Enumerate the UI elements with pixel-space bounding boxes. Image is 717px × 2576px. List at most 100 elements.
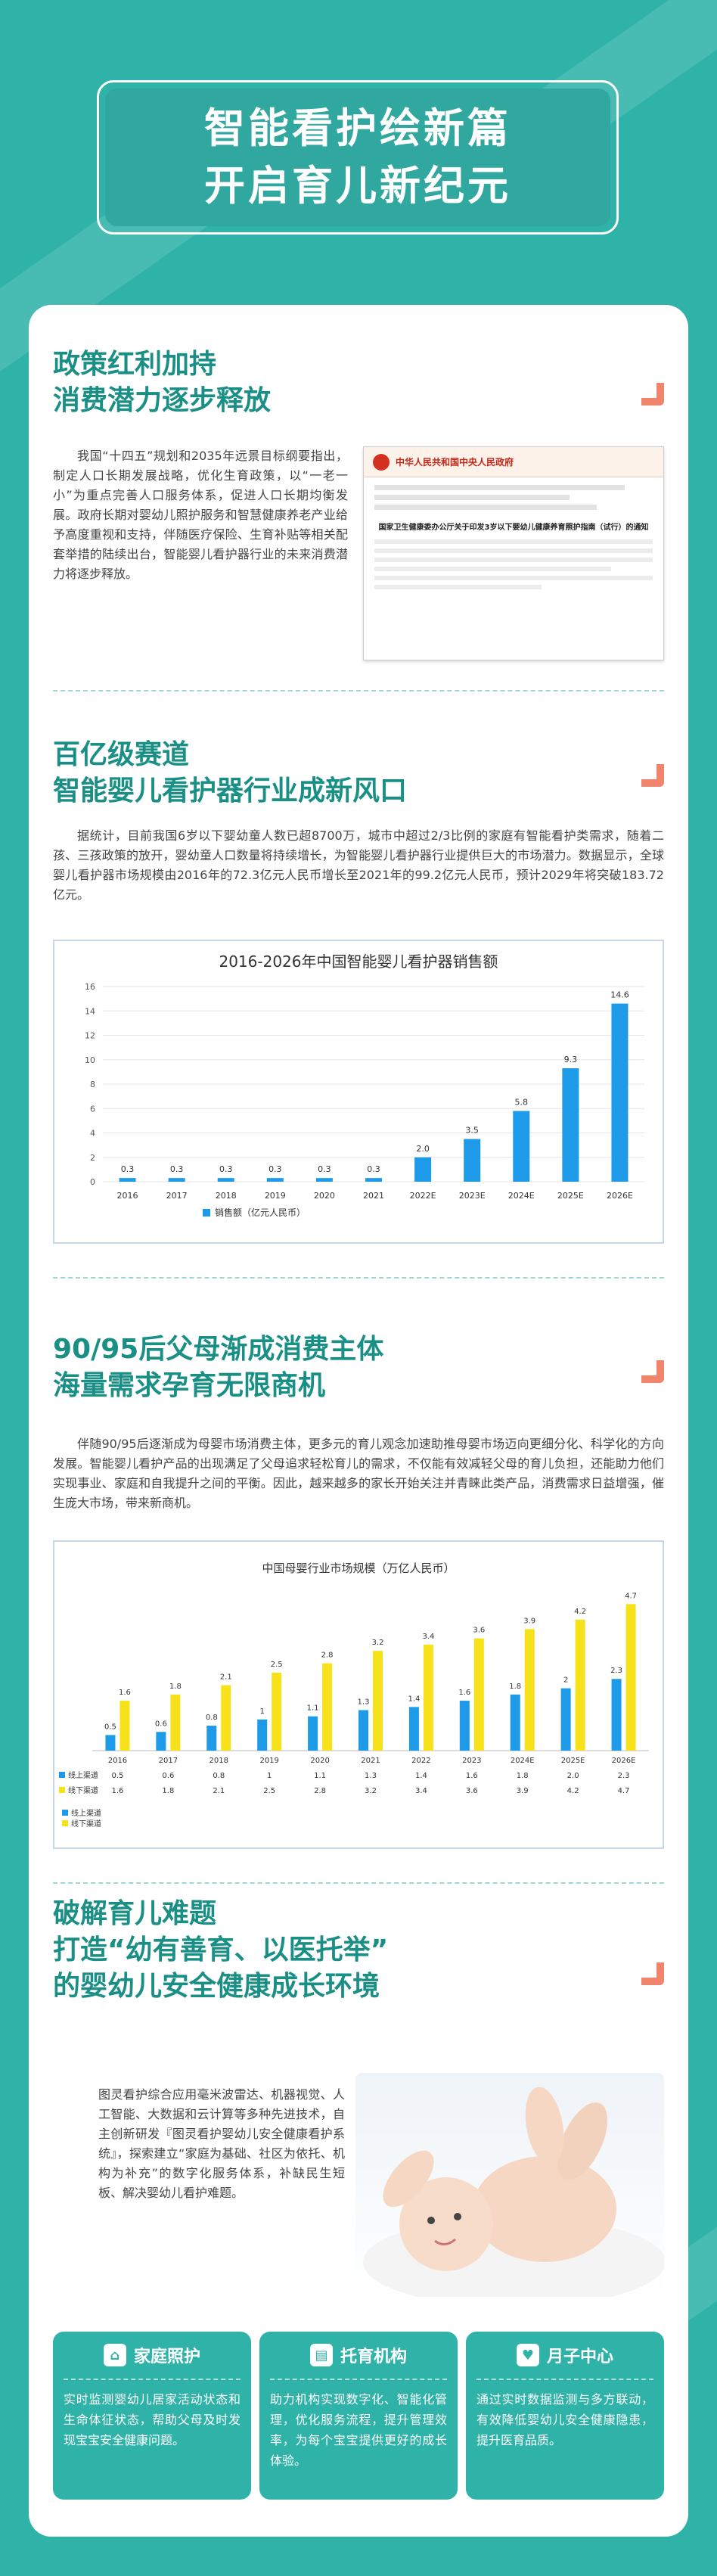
chart2-data-label: 4.2 <box>574 1608 586 1616</box>
section4-title-line1: 破解育儿难题 <box>53 1898 217 1929</box>
chart1-ytick-label: 8 <box>90 1080 95 1089</box>
chart2-bar-online <box>206 1726 217 1751</box>
section-divider <box>53 1882 664 1884</box>
chart1-legend-swatch <box>203 1209 210 1217</box>
section4-title-line3: 的婴幼儿安全健康成长环境 <box>53 1971 380 2002</box>
feature-card-nursery: ▤ 托育机构 助力机构实现数字化、智能化管理，优化服务流程，提升管理效率，为每个宝… <box>259 2332 458 2500</box>
chart1-xtick-label: 2026E <box>607 1191 633 1201</box>
chart1-bar <box>365 1178 382 1182</box>
chart2-bar-offline <box>120 1701 130 1751</box>
chart2-bar-online <box>408 1707 419 1751</box>
feature-title: 家庭照护 <box>133 2348 200 2366</box>
chart1-bar <box>562 1068 579 1182</box>
chart2-bar-online <box>560 1688 571 1751</box>
corner-accent-icon <box>641 1962 664 1985</box>
chart2-table-cell: 1.8 <box>517 1772 529 1780</box>
chart2-bar-offline <box>170 1694 181 1751</box>
chart1-legend-label: 销售额（亿元人民币） <box>215 1207 306 1218</box>
chart2-data-label: 0.5 <box>104 1723 116 1731</box>
chart2-bar-online <box>510 1694 520 1751</box>
feature-text: 实时监测婴幼儿居家活动状态和生命体征状态，帮助父母及时发现宝宝安全健康问题。 <box>64 2379 241 2450</box>
chart1-container: 2016-2026年中国智能婴儿看护器销售额 0 2 4 6 8 10 12 14 16 0.3 20… <box>53 940 664 1244</box>
chart2-data-label: 3.2 <box>372 1639 384 1647</box>
chart2-data-label: 1.8 <box>509 1683 521 1691</box>
section2-title: 百亿级赛道 智能婴儿看护器行业成新风口 <box>53 737 407 809</box>
chart2-data-label: 3.6 <box>473 1627 485 1635</box>
section3-title-line1: 90/95后父母渐成消费主体 <box>53 1334 384 1365</box>
chart2-table-cell: 3.2 <box>365 1787 377 1795</box>
chart2-data-label: 2.1 <box>220 1673 232 1681</box>
section2-paragraph: 据统计，目前我国6岁以下婴幼童人数已超8700万，城市中超过2/3比例的家庭有智… <box>53 828 664 902</box>
chart2-data-label: 1.8 <box>169 1683 182 1691</box>
chart2-table-cell: 2.1 <box>213 1787 225 1795</box>
chart1-data-label: 2.0 <box>416 1144 430 1154</box>
feature-title: 托育机构 <box>340 2348 407 2366</box>
chart2-table-cell: 2.5 <box>263 1787 275 1795</box>
chart1-xtick-label: 2020 <box>314 1191 335 1201</box>
chart2-bar-online <box>358 1710 368 1751</box>
section3-paragraph: 伴随90/95后逐渐成为母婴市场消费主体，更多元的育儿观念加速助推母婴市场迈向更… <box>53 1437 664 1510</box>
chart2-bar-offline <box>473 1638 484 1751</box>
chart2-bar-online <box>459 1701 470 1751</box>
chart2-table-cell: 1.3 <box>365 1772 377 1780</box>
chart1-xtick-label: 2023E <box>459 1191 486 1201</box>
chart2-legend-label: 线上渠道 <box>71 1808 101 1818</box>
chart2-bar-offline <box>625 1604 636 1751</box>
chart2-data-label: 1 <box>259 1707 264 1716</box>
chart2-table-cell: 3.4 <box>415 1787 427 1795</box>
chart2-table-cell: 1.4 <box>415 1772 427 1780</box>
corner-accent-icon <box>641 764 664 787</box>
header-panel <box>105 89 610 226</box>
chart2-data-label: 0.6 <box>155 1720 167 1728</box>
chart1-bar <box>611 1003 629 1182</box>
chart1-ytick-label: 12 <box>85 1031 95 1041</box>
chart2-bar-online <box>257 1719 268 1751</box>
section4-title-line2: 打造“幼有善育、以医托举” <box>53 1934 389 1965</box>
document-icon: ▤ <box>309 2344 333 2366</box>
chart1-ytick-label: 10 <box>85 1055 95 1065</box>
chart1-data-label: 5.8 <box>515 1097 529 1107</box>
feature-text: 通过实时数据监测与多方联动，有效降低婴幼儿安全健康隐患，提升医育品质。 <box>476 2379 653 2450</box>
section-divider <box>53 1277 664 1279</box>
chart1-xtick-label: 2025E <box>557 1191 584 1201</box>
chart1-ytick-label: 4 <box>90 1129 95 1139</box>
chart1-bar <box>217 1178 234 1182</box>
chart1-data-label: 0.3 <box>318 1164 331 1174</box>
chart2-title: 中国母婴行业市场规模（万亿人民币） <box>262 1561 455 1575</box>
chart1-title: 2016-2026年中国智能婴儿看护器销售额 <box>219 952 498 971</box>
chart1-data-label: 3.5 <box>465 1126 479 1136</box>
chart2-table-cell: 0.8 <box>213 1772 225 1780</box>
chart2-data-label: 2.8 <box>321 1652 334 1660</box>
chart2-table-cell: 1 <box>267 1772 272 1780</box>
chart2-data-label: 1.6 <box>119 1689 131 1697</box>
chart1-data-label: 0.3 <box>170 1164 184 1174</box>
chart1-ytick-label: 2 <box>90 1153 95 1163</box>
section1-paragraph: 我国“十四五”规划和2035年远景目标纲要指出，制定人口长期发展战略，优化生育政… <box>53 449 348 581</box>
chart2-bar-offline <box>272 1673 282 1751</box>
chart1-bar <box>266 1178 284 1182</box>
chart1-data-label: 14.6 <box>610 990 629 1000</box>
corner-accent-icon <box>641 383 664 406</box>
section1-title: 政策红利加持 消费潜力逐步释放 <box>53 346 271 419</box>
chart2-data-label: 1.1 <box>307 1704 319 1713</box>
chart2-legend-swatch <box>62 1810 68 1816</box>
baby-photo <box>355 2073 664 2297</box>
chart1-ytick-label: 16 <box>85 982 95 992</box>
chart2-bar-offline <box>221 1685 231 1751</box>
chart2-xtick-label: 2022 <box>411 1757 430 1765</box>
chart2-table-cell: 0.5 <box>112 1772 124 1780</box>
section4-title: 破解育儿难题 打造“幼有善育、以医托举” 的婴幼儿安全健康成长环境 <box>53 1896 388 2005</box>
chart1-xtick-label: 2017 <box>166 1191 188 1201</box>
corner-accent-icon <box>641 1360 664 1383</box>
chart2-table-cell: 3.9 <box>517 1787 529 1795</box>
section4-paragraph: 图灵看护综合应用毫米波雷达、机器视觉、人工智能、大数据和云计算等多种先进技术，自… <box>98 2087 345 2200</box>
chart2-table-cell: 1.8 <box>162 1787 174 1795</box>
chart1-xtick-label: 2019 <box>265 1191 286 1201</box>
chart2-table-cell: 0.6 <box>162 1772 174 1780</box>
chart2-container: 中国母婴行业市场规模（万亿人民币） 0.5 1.6 2016 0.6 1.8 2017 0.8… <box>53 1540 664 1849</box>
chart1-ytick-label: 6 <box>90 1104 95 1114</box>
chart1-data-label: 0.3 <box>219 1164 233 1174</box>
feature-title: 月子中心 <box>546 2348 613 2366</box>
chart2-xtick-label: 2026E <box>612 1757 636 1765</box>
chart2-table-cell: 2.3 <box>618 1772 630 1780</box>
